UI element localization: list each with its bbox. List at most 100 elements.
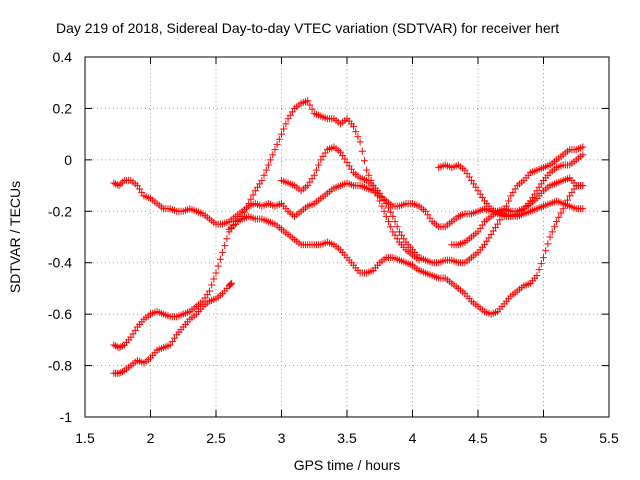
data-point (387, 208, 395, 216)
data-point (238, 212, 246, 220)
plot-frame (84, 56, 610, 418)
data-point (210, 275, 218, 283)
data-point (262, 166, 270, 174)
data-point (226, 281, 234, 289)
series-track-7 (448, 174, 587, 249)
data-point (223, 235, 231, 243)
data-point (212, 269, 220, 277)
data-point (214, 262, 222, 270)
data-point (542, 247, 550, 255)
y-tick-label: -0.6 (48, 306, 72, 322)
data-point (245, 200, 253, 208)
y-axis-label: SDTVAR / TECUs (7, 181, 23, 293)
x-tick-label: 3.5 (337, 430, 357, 446)
data-point (275, 135, 283, 143)
data-point (112, 342, 120, 350)
data-point (579, 205, 587, 213)
axis-tick-labels: 1.5 2 2.5 3 3.5 4 4.5 5 5.5 -1 -0.8 -0.6 -0.4 -0.2 0 0.… (48, 49, 619, 446)
x-tick-label: 5.5 (599, 430, 619, 446)
data-point (579, 182, 587, 190)
grid (85, 57, 609, 417)
data-point (243, 204, 251, 212)
data-point (378, 202, 386, 210)
data-point (561, 200, 569, 208)
data-point (119, 178, 127, 186)
data-point (269, 151, 277, 159)
data-point (264, 161, 272, 169)
data-point (559, 205, 567, 213)
data-point (358, 147, 366, 155)
data-point (505, 197, 513, 205)
data-point (354, 133, 362, 141)
data-point (310, 171, 318, 179)
data-point (258, 176, 266, 184)
data-point (546, 233, 554, 241)
data-point (544, 240, 552, 248)
x-tick-label: 3 (278, 430, 286, 446)
data-point (384, 218, 392, 226)
y-tick-label: -0.8 (48, 358, 72, 374)
data-point (267, 156, 275, 164)
data-point (363, 166, 371, 174)
data-point (384, 204, 392, 212)
data-point (110, 341, 118, 349)
axis-ticks (84, 56, 610, 418)
series-track-4 (225, 97, 423, 264)
data-point (535, 266, 543, 274)
data-point (115, 369, 123, 377)
chart-title: Day 219 of 2018, Sidereal Day-to-day VTE… (56, 20, 559, 36)
data-point (315, 161, 323, 169)
y-tick-label: 0.2 (53, 100, 73, 116)
data-point (382, 212, 390, 220)
data-point (117, 180, 125, 188)
x-tick-label: 4 (409, 430, 417, 446)
data-point (387, 223, 395, 231)
data-point (376, 197, 384, 205)
x-tick-label: 4.5 (468, 430, 488, 446)
series-track-3 (110, 279, 236, 377)
x-tick-label: 2.5 (206, 430, 226, 446)
data-points (110, 97, 587, 377)
data-point (380, 207, 388, 215)
data-point (219, 248, 227, 256)
data-point (550, 223, 558, 231)
data-point (227, 280, 235, 288)
data-point (391, 218, 399, 226)
data-point (280, 125, 288, 133)
data-point (494, 220, 502, 228)
y-tick-label: -0.2 (48, 203, 72, 219)
data-point (247, 195, 255, 203)
series-track-5 (278, 143, 587, 267)
data-point (393, 223, 401, 231)
y-tick-label: 0 (64, 152, 72, 168)
data-point (117, 343, 125, 351)
data-point (352, 128, 360, 136)
data-point (117, 368, 125, 376)
data-point (205, 287, 213, 295)
data-point (308, 105, 316, 113)
data-point (304, 97, 312, 105)
data-point (208, 281, 216, 289)
data-point (278, 130, 285, 138)
series-track-2 (110, 182, 587, 352)
x-tick-label: 2 (147, 430, 155, 446)
data-point (282, 120, 290, 128)
y-tick-label: 0.4 (53, 49, 73, 65)
data-point (365, 171, 373, 179)
series-track-1 (110, 176, 587, 231)
data-point (249, 191, 257, 199)
data-point (557, 209, 565, 217)
x-tick-label: 5 (540, 430, 548, 446)
data-point (216, 255, 224, 263)
y-tick-label: -0.4 (48, 255, 72, 271)
data-point (389, 212, 397, 220)
x-axis-label: GPS time / hours (294, 457, 401, 473)
data-point (306, 101, 314, 109)
data-point (119, 368, 127, 376)
data-point (579, 151, 587, 159)
data-point (564, 196, 572, 204)
data-point (579, 143, 587, 151)
data-point (555, 213, 563, 221)
data-point (312, 166, 320, 174)
